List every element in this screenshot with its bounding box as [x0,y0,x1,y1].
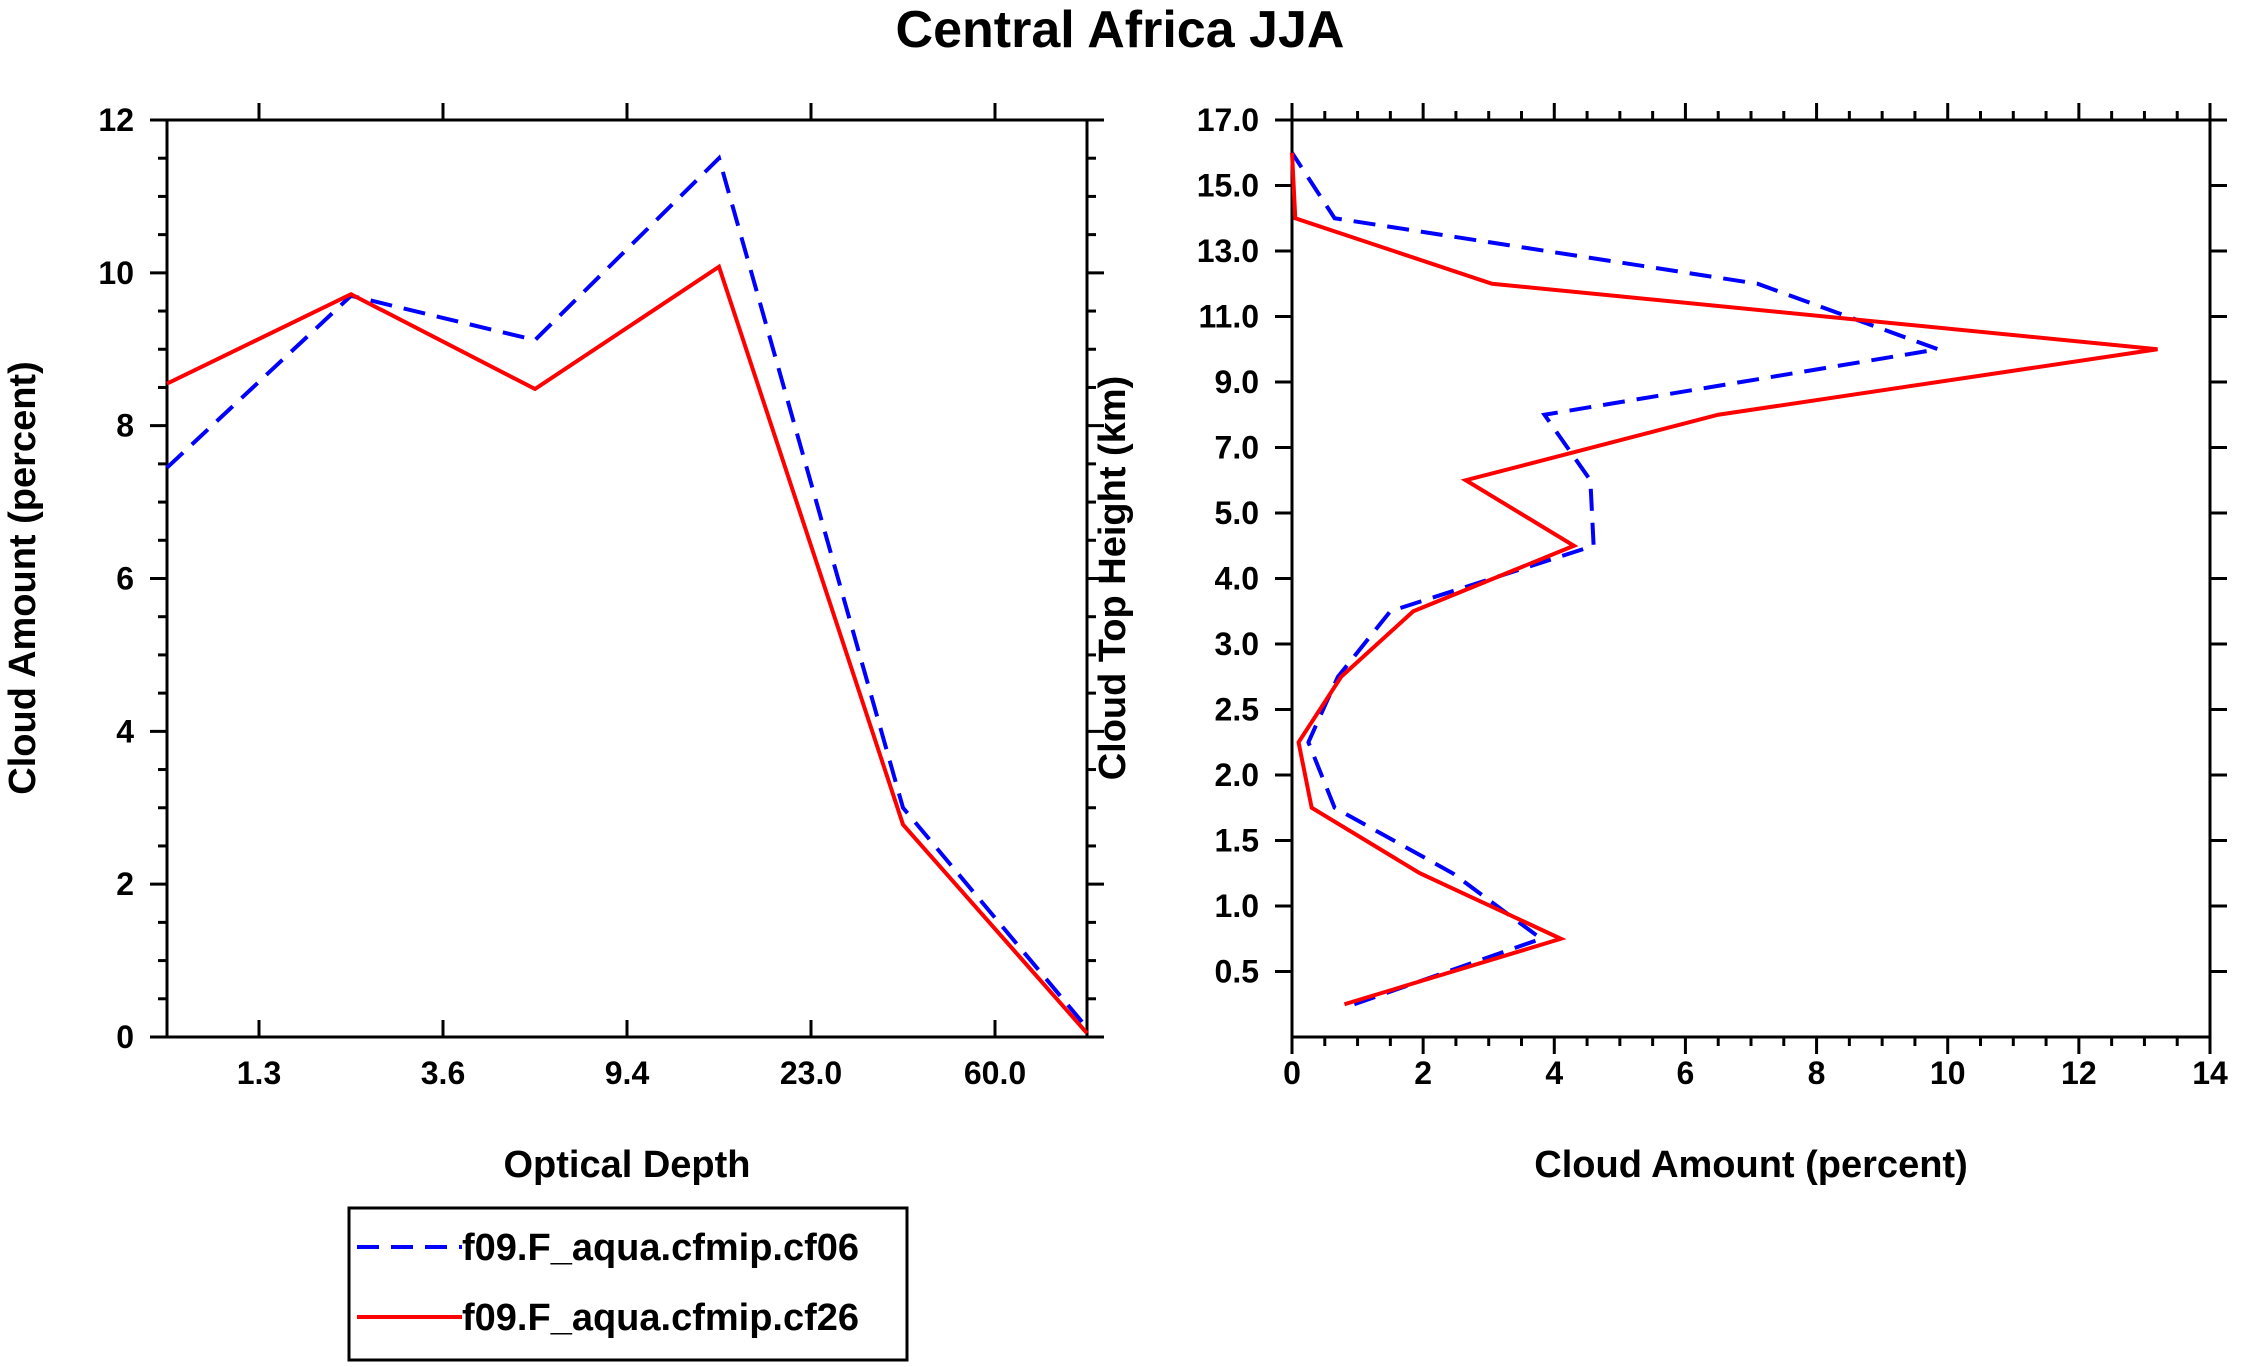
x-tick-label-right: 2 [1414,1055,1432,1091]
y-tick-label-right: 13.0 [1197,233,1259,269]
x-tick-label-right: 6 [1677,1055,1695,1091]
y-tick-label-right: 2.0 [1215,757,1259,793]
x-tick-label-right: 10 [1930,1055,1966,1091]
y-tick-label-right: 2.5 [1215,692,1259,728]
x-axis-label-right: Cloud Amount (percent) [1534,1144,1967,1186]
y-tick-label-left: 6 [116,561,134,597]
y-tick-label-left: 4 [116,713,134,749]
x-tick-label-right: 12 [2061,1055,2097,1091]
y-tick-label-right: 7.0 [1215,430,1259,466]
legend: f09.F_aqua.cfmip.cf06 f09.F_aqua.cfmip.c… [347,1206,909,1362]
series-line-left-f09.F_aqua.cfmip.cf26 [166,263,1089,1035]
y-tick-label-right: 1.5 [1215,823,1259,859]
x-tick-label-right: 8 [1808,1055,1826,1091]
series-line-right-f09.F_aqua.cfmip.cf26 [1290,152,2158,1007]
x-tick-label-left: 60.0 [964,1055,1026,1091]
y-tick-label-left: 12 [98,102,134,138]
y-tick-label-right: 11.0 [1198,299,1259,335]
y-tick-label-left: 2 [116,866,134,902]
y-tick-label-left: 10 [98,255,134,291]
legend-box [347,1206,909,1362]
y-axis-label-right: Cloud Top Height (km) [1092,376,1134,781]
y-tick-label-right: 15.0 [1197,168,1259,204]
x-axis-label-left: Optical Depth [503,1144,750,1186]
x-tick-label-right: 4 [1545,1055,1563,1091]
x-tick-label-left: 23.0 [780,1055,842,1091]
y-tick-label-right: 17.0 [1197,102,1259,138]
series-line-right-f09.F_aqua.cfmip.cf06 [1290,151,1946,1007]
x-tick-label-right: 0 [1283,1055,1301,1091]
y-tick-label-right: 5.0 [1215,495,1259,531]
legend-label-cf06: f09.F_aqua.cfmip.cf06 [462,1227,859,1269]
y-tick-label-right: 4.0 [1215,561,1259,597]
y-axis-label-left: Cloud Amount (percent) [2,361,44,794]
cloud-top-height-panel: 0 2 4 6 8 10 12 14 0.5 1.0 1.5 2.0 2.5 3.0 4.0 5.0 7.0 9.… [1092,102,2228,1186]
y-tick-label-right: 3.0 [1215,626,1259,662]
y-tick-label-right: 1.0 [1215,888,1259,924]
plot-frame-right [1290,118,2212,1039]
x-tick-label-left: 9.4 [605,1055,650,1091]
y-tick-label-left: 8 [116,408,134,444]
optical-depth-panel: 1.3 3.6 9.4 23.0 60.0 0 2 4 6 8 10 12 Optical Depth… [2,102,1104,1186]
y-tick-label-right: 9.0 [1215,364,1259,400]
x-tick-label-left: 1.3 [237,1055,281,1091]
x-tick-label-right: 14 [2192,1055,2228,1091]
series-line-left-f09.F_aqua.cfmip.cf06 [165,154,1089,1030]
y-tick-label-left: 0 [116,1019,134,1055]
plot-frame-left [165,118,1089,1039]
y-tick-label-right: 0.5 [1215,954,1259,990]
legend-label-cf26: f09.F_aqua.cfmip.cf26 [462,1297,859,1339]
figure-title: Central Africa JJA [896,1,1345,59]
x-tick-label-left: 3.6 [421,1055,465,1091]
